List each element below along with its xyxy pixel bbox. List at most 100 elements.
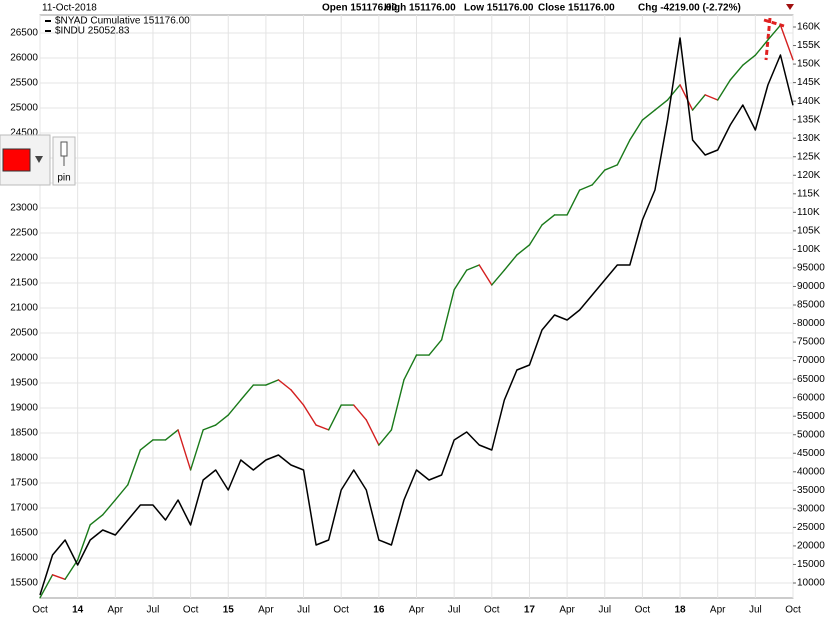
color-swatch[interactable] — [2, 148, 31, 172]
series-segment — [616, 139, 631, 166]
series-segment — [641, 109, 656, 121]
y2-tick-label: 50000 — [797, 429, 825, 440]
y-tick-label: 26500 — [10, 28, 38, 39]
series-segment — [177, 429, 192, 471]
series-segment — [466, 264, 480, 271]
series-segment — [666, 84, 681, 101]
y-tick-label: 20000 — [10, 353, 38, 364]
header-item: Close 151176.00 — [538, 3, 615, 14]
x-tick-label: Oct — [32, 605, 48, 616]
y2-tick-label: 10000 — [797, 578, 825, 589]
x-tick-label: Jul — [147, 605, 160, 616]
series-segment — [189, 429, 204, 471]
y2-tick-label: 35000 — [797, 485, 825, 496]
series-segment — [114, 484, 129, 501]
x-tick-label: Oct — [333, 605, 349, 616]
header-item: Chg -4219.00 (-2.72%) — [638, 3, 741, 14]
series-segment — [779, 24, 794, 61]
y-tick-label: 16000 — [10, 553, 38, 564]
series-segment — [729, 64, 744, 81]
y-tick-label: 18500 — [10, 428, 38, 439]
y2-tick-label: 45000 — [797, 448, 825, 459]
y2-tick-label: 40000 — [797, 466, 825, 477]
series-segment — [528, 224, 543, 246]
series-segment — [277, 379, 292, 391]
x-tick-label: Apr — [710, 605, 726, 616]
x-tick-label: 18 — [674, 605, 686, 616]
y2-tick-label: 95000 — [797, 263, 825, 274]
y2-tick-label: 85000 — [797, 300, 825, 311]
series-segment — [691, 94, 706, 111]
legend-label: $INDU 25052.83 — [55, 26, 130, 37]
y2-tick-label: 70000 — [797, 355, 825, 366]
y2-tick-label: 160K — [797, 22, 821, 33]
pin-icon — [60, 141, 68, 166]
y-tick-label: 26000 — [10, 53, 38, 64]
series-segment — [39, 574, 54, 599]
y2-tick-label: 110K — [797, 207, 820, 218]
series-segment — [629, 119, 644, 141]
y-tick-label: 19000 — [10, 403, 38, 414]
series-segment — [679, 84, 694, 111]
series-segment — [654, 99, 669, 111]
series-segment — [403, 354, 418, 381]
x-tick-label: Jul — [448, 605, 461, 616]
x-tick-label: Apr — [108, 605, 124, 616]
y2-tick-label: 140K — [797, 96, 821, 107]
x-tick-label: Apr — [258, 605, 274, 616]
y-tick-label: 17500 — [10, 478, 38, 489]
y-tick-label: 18000 — [10, 453, 38, 464]
series-segment — [89, 514, 104, 526]
series-segment — [139, 439, 154, 451]
y2-tick-label: 100K — [797, 244, 821, 255]
x-tick-label: Oct — [785, 605, 801, 616]
series-segment — [717, 79, 731, 101]
series-segment — [378, 429, 393, 446]
y2-tick-label: 145K — [797, 77, 821, 88]
series-segment — [478, 264, 493, 286]
y2-tick-label: 130K — [797, 133, 821, 144]
x-tick-label: Oct — [635, 605, 651, 616]
series-segment — [353, 404, 367, 421]
series-segment — [566, 189, 581, 216]
x-tick-label: Apr — [409, 605, 425, 616]
header-item: Open 151176.00 — [322, 3, 397, 14]
y2-tick-label: 150K — [797, 59, 821, 70]
x-tick-label: Jul — [297, 605, 310, 616]
x-tick-label: Oct — [484, 605, 500, 616]
y-tick-label: 20500 — [10, 328, 38, 339]
y-tick-label: 15500 — [10, 578, 38, 589]
series-segment — [164, 429, 179, 441]
x-tick-label: 17 — [524, 605, 536, 616]
y2-tick-label: 25000 — [797, 522, 825, 533]
series-segment — [578, 184, 593, 191]
y-tick-label: 16500 — [10, 528, 38, 539]
y2-tick-label: 80000 — [797, 318, 825, 329]
y2-tick-label: 125K — [797, 151, 821, 162]
series-segment — [227, 399, 242, 416]
x-tick-label: 14 — [72, 605, 84, 616]
x-tick-label: Apr — [559, 605, 575, 616]
series-segment — [127, 449, 142, 486]
y2-tick-label: 105K — [797, 226, 821, 237]
series-segment — [591, 169, 606, 186]
dropdown-arrow[interactable] — [35, 156, 43, 163]
series-segment — [541, 214, 556, 226]
pin-widget[interactable]: pin — [52, 136, 76, 186]
series-segment — [214, 414, 229, 426]
series-segment — [516, 244, 531, 256]
color-widget[interactable] — [0, 134, 51, 186]
series-segment — [51, 574, 66, 580]
y-tick-label: 19500 — [10, 378, 38, 389]
x-tick-label: 16 — [373, 605, 385, 616]
series-segment — [290, 389, 305, 406]
pin-label[interactable]: pin — [57, 173, 70, 184]
series-segment — [64, 559, 79, 580]
y-tick-label: 22500 — [10, 228, 38, 239]
series-segment — [76, 524, 91, 561]
y2-tick-label: 20000 — [797, 541, 825, 552]
series-segment — [240, 384, 255, 401]
series-segment — [491, 269, 506, 286]
series-segment — [315, 424, 330, 431]
